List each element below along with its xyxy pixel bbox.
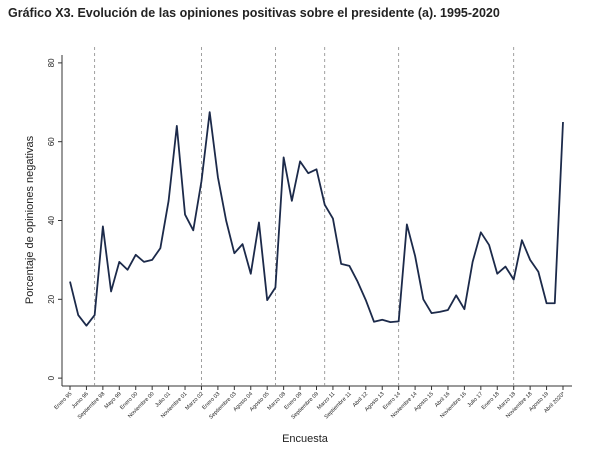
chart-title: Gráfico X3. Evolución de las opiniones p… [8,6,500,20]
y-tick-label: 0 [47,375,56,380]
y-tick-label: 20 [47,294,56,303]
line-series [69,111,564,327]
y-tick-label: 60 [47,137,56,146]
y-axis-label: Porcentaje de opiniones negativas [24,135,36,304]
x-tick-label: Enero 95 [53,391,73,411]
y-tick-label: 80 [47,58,56,67]
x-axis-label: Encuesta [282,433,329,445]
y-tick-label: 40 [47,216,56,225]
